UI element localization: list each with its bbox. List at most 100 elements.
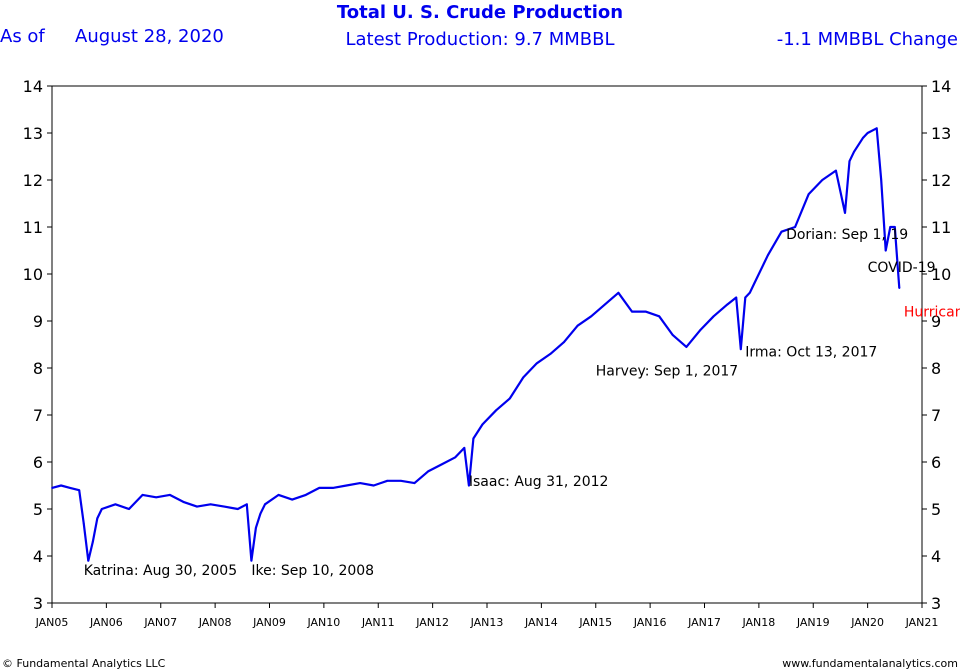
data-point [794,226,797,228]
data-point [563,341,565,344]
data-point [128,508,130,510]
x-axis: JAN05 JAN06 JAN07 JAN08 JAN09 JAN10 JAN11 JAN12… [35,603,939,629]
y-tick-label-left: 12 [23,171,43,190]
annotation-label: Irma: Oct 13, 2017 [745,345,877,361]
y-tick-label-right: 5 [931,500,941,519]
x-tick-label: JAN18 [741,616,775,629]
data-point [735,296,738,299]
data-point [96,517,99,520]
y-tick-label-right: 14 [931,77,951,96]
data-point [862,136,864,139]
data-point [780,230,783,233]
y-tick-label-right: 11 [931,218,951,237]
data-point [291,498,294,501]
data-point [345,484,348,487]
data-point [875,127,878,130]
data-point [463,447,466,449]
annotation-label: Ike: Sep 10, 2008 [251,563,374,579]
data-point [209,503,212,506]
data-point [748,291,751,294]
y-tick-label-left: 5 [33,500,43,519]
data-point [223,505,226,508]
data-point [893,226,896,228]
data-point [114,503,117,506]
data-point [767,254,769,257]
data-point [87,559,90,562]
data-point [644,310,647,313]
y-tick-label-right: 10 [931,265,951,284]
data-point [671,334,674,336]
x-tick-label: JAN10 [306,616,340,629]
data-point [866,132,869,134]
data-point [332,486,334,489]
data-point [549,353,552,355]
data-point [245,503,248,506]
data-point [196,505,198,508]
data-point [481,423,484,426]
annotation-label: Dorian: Sep 1, 19 [786,227,908,243]
chart-title: Total U. S. Crude Production [336,2,624,23]
annotation-label: Katrina: Aug 30, 2005 [84,563,237,579]
x-tick-label: JAN07 [143,616,177,629]
data-point [236,508,239,510]
data-point [853,150,855,153]
x-tick-label: JAN05 [35,616,69,629]
data-point [807,193,810,196]
y-tick-label-right: 8 [931,359,941,378]
y-tick-label-right: 6 [931,453,941,472]
y-tick-label-left: 7 [33,406,43,425]
data-point [535,362,538,365]
data-point [508,397,511,400]
data-point [658,315,661,318]
data-point [712,315,715,318]
x-tick-label: JAN15 [578,616,612,629]
production-change: -1.1 MMBBL Change [776,29,958,50]
data-point [318,486,321,489]
data-point [259,512,262,515]
data-point [386,479,389,482]
series-line-0 [51,127,901,562]
data-point [454,456,457,459]
data-point [603,303,606,306]
y-tick-label-left: 10 [23,265,43,284]
data-point [168,494,171,496]
data-point [51,486,53,489]
annotation-layer: Katrina: Aug 30, 2005 Ike: Sep 10, 2008 Is… [84,227,960,579]
data-point [472,437,475,440]
as-of-date: August 28, 2020 [75,26,224,47]
y-tick-label-right: 3 [931,594,941,613]
data-point [372,484,375,487]
data-point [255,526,257,529]
y-tick-label-left: 14 [23,77,43,96]
data-point [400,479,402,482]
data-point [100,508,103,510]
data-point [522,376,525,379]
data-point [82,522,85,524]
x-tick-label: JAN06 [89,616,123,629]
data-point [889,226,892,228]
data-point [685,345,688,348]
x-tick-label: JAN13 [470,616,504,629]
data-point [413,482,416,485]
annotation-label: Isaac: Aug 31, 2012 [469,474,609,490]
data-point [739,348,742,351]
y-tick-label-left: 9 [33,312,43,331]
data-point [69,486,72,489]
y-tick-label-left: 6 [33,453,43,472]
data-point [182,501,185,503]
x-tick-label: JAN09 [252,616,286,629]
x-tick-label: JAN16 [633,616,667,629]
y-tick-label-right: 13 [931,124,951,143]
copyright-text: © Fundamental Analytics LLC [2,657,166,670]
x-tick-label: JAN21 [905,616,939,629]
data-point [264,503,266,506]
y-tick-label-right: 4 [931,547,941,566]
x-tick-label: JAN17 [687,616,721,629]
annotation-label: Harvey: Sep 1, 2017 [596,363,738,379]
data-point [898,287,901,289]
y-tick-label-right: 9 [931,312,941,331]
data-point [744,296,747,299]
data-point [753,282,756,285]
data-point [359,482,362,485]
